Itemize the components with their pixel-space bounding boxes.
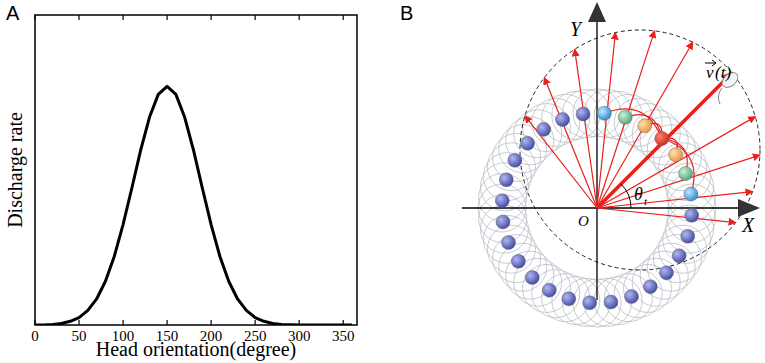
neuron-field: [666, 205, 714, 253]
neuron: [685, 208, 699, 222]
neuron: [672, 249, 686, 263]
neuron-field: [667, 195, 715, 243]
connection: [662, 139, 694, 195]
vector-overarrow: [705, 63, 715, 64]
neuron: [537, 122, 551, 136]
panel-label: A: [6, 2, 20, 24]
population-vector: [597, 73, 732, 208]
vector-arrow: [597, 208, 736, 223]
neuron: [562, 292, 576, 306]
x-tick: [255, 320, 256, 325]
angle-subscript: t: [644, 195, 648, 207]
x-tick: [255, 15, 256, 20]
neuron: [576, 107, 590, 121]
neuron: [508, 153, 522, 167]
y-axis-arrow: [588, 2, 606, 22]
origin-label: O: [578, 213, 589, 229]
x-tick: [122, 320, 123, 325]
x-tick: [166, 15, 167, 20]
plot-area: [35, 86, 352, 325]
neuron: [501, 235, 515, 249]
neuron: [638, 119, 652, 133]
x-tick-label: 50: [72, 328, 87, 344]
neuron: [521, 136, 535, 150]
x-tick: [211, 320, 212, 325]
neuron: [495, 194, 509, 208]
vector-argument: (t): [715, 63, 731, 82]
vector-arrow: [597, 33, 615, 208]
angle-label: θ: [634, 184, 643, 204]
x-tick: [166, 320, 167, 325]
neuron: [655, 132, 669, 146]
x-tick-label: 0: [31, 328, 39, 344]
neuron-field: [663, 153, 711, 201]
rat-tail: [718, 88, 722, 104]
vector-overarrow-head: [712, 60, 716, 66]
neuron-field: [604, 274, 652, 322]
neuron: [679, 167, 693, 181]
tuning-curve: [35, 86, 352, 325]
x-tick: [299, 15, 300, 20]
neuron: [583, 296, 597, 310]
angle-arc: [621, 184, 631, 208]
x-axis-label: X: [741, 214, 755, 236]
neuron: [659, 266, 673, 280]
plot-frame: [35, 15, 357, 325]
panel-label: B: [400, 2, 413, 24]
neuron: [525, 270, 539, 284]
vector-arrow: [525, 116, 597, 208]
x-tick: [78, 320, 79, 325]
x-tick: [122, 15, 123, 20]
neuron: [597, 106, 611, 120]
neuron: [542, 283, 556, 297]
neuron: [496, 215, 510, 229]
neuron: [669, 148, 683, 162]
neuron: [643, 280, 657, 294]
neuron: [684, 187, 698, 201]
vector-arrow: [544, 78, 597, 208]
neuron: [556, 112, 570, 126]
y-axis-label: Discharge rate: [4, 112, 27, 228]
vector-circle: [520, 30, 760, 270]
neuron: [624, 290, 638, 304]
connection: [604, 109, 661, 139]
x-tick: [34, 15, 35, 20]
figure: AB050100150200250300350Head orientation(…: [0, 0, 765, 363]
y-axis-label: Y: [570, 18, 583, 40]
neuron-field: [483, 215, 531, 263]
neuron: [604, 295, 618, 309]
x-axis-label: Head orientation(degree): [96, 338, 296, 361]
x-tick-label: 350: [332, 328, 355, 344]
x-tick: [343, 15, 344, 20]
neuron: [681, 229, 695, 243]
x-tick: [211, 15, 212, 20]
neuron: [499, 173, 513, 187]
neuron: [511, 254, 525, 268]
neuron: [618, 110, 632, 124]
y-axis: [596, 20, 597, 300]
x-tick: [78, 15, 79, 20]
canvas: AB050100150200250300350Head orientation(…: [0, 0, 765, 363]
